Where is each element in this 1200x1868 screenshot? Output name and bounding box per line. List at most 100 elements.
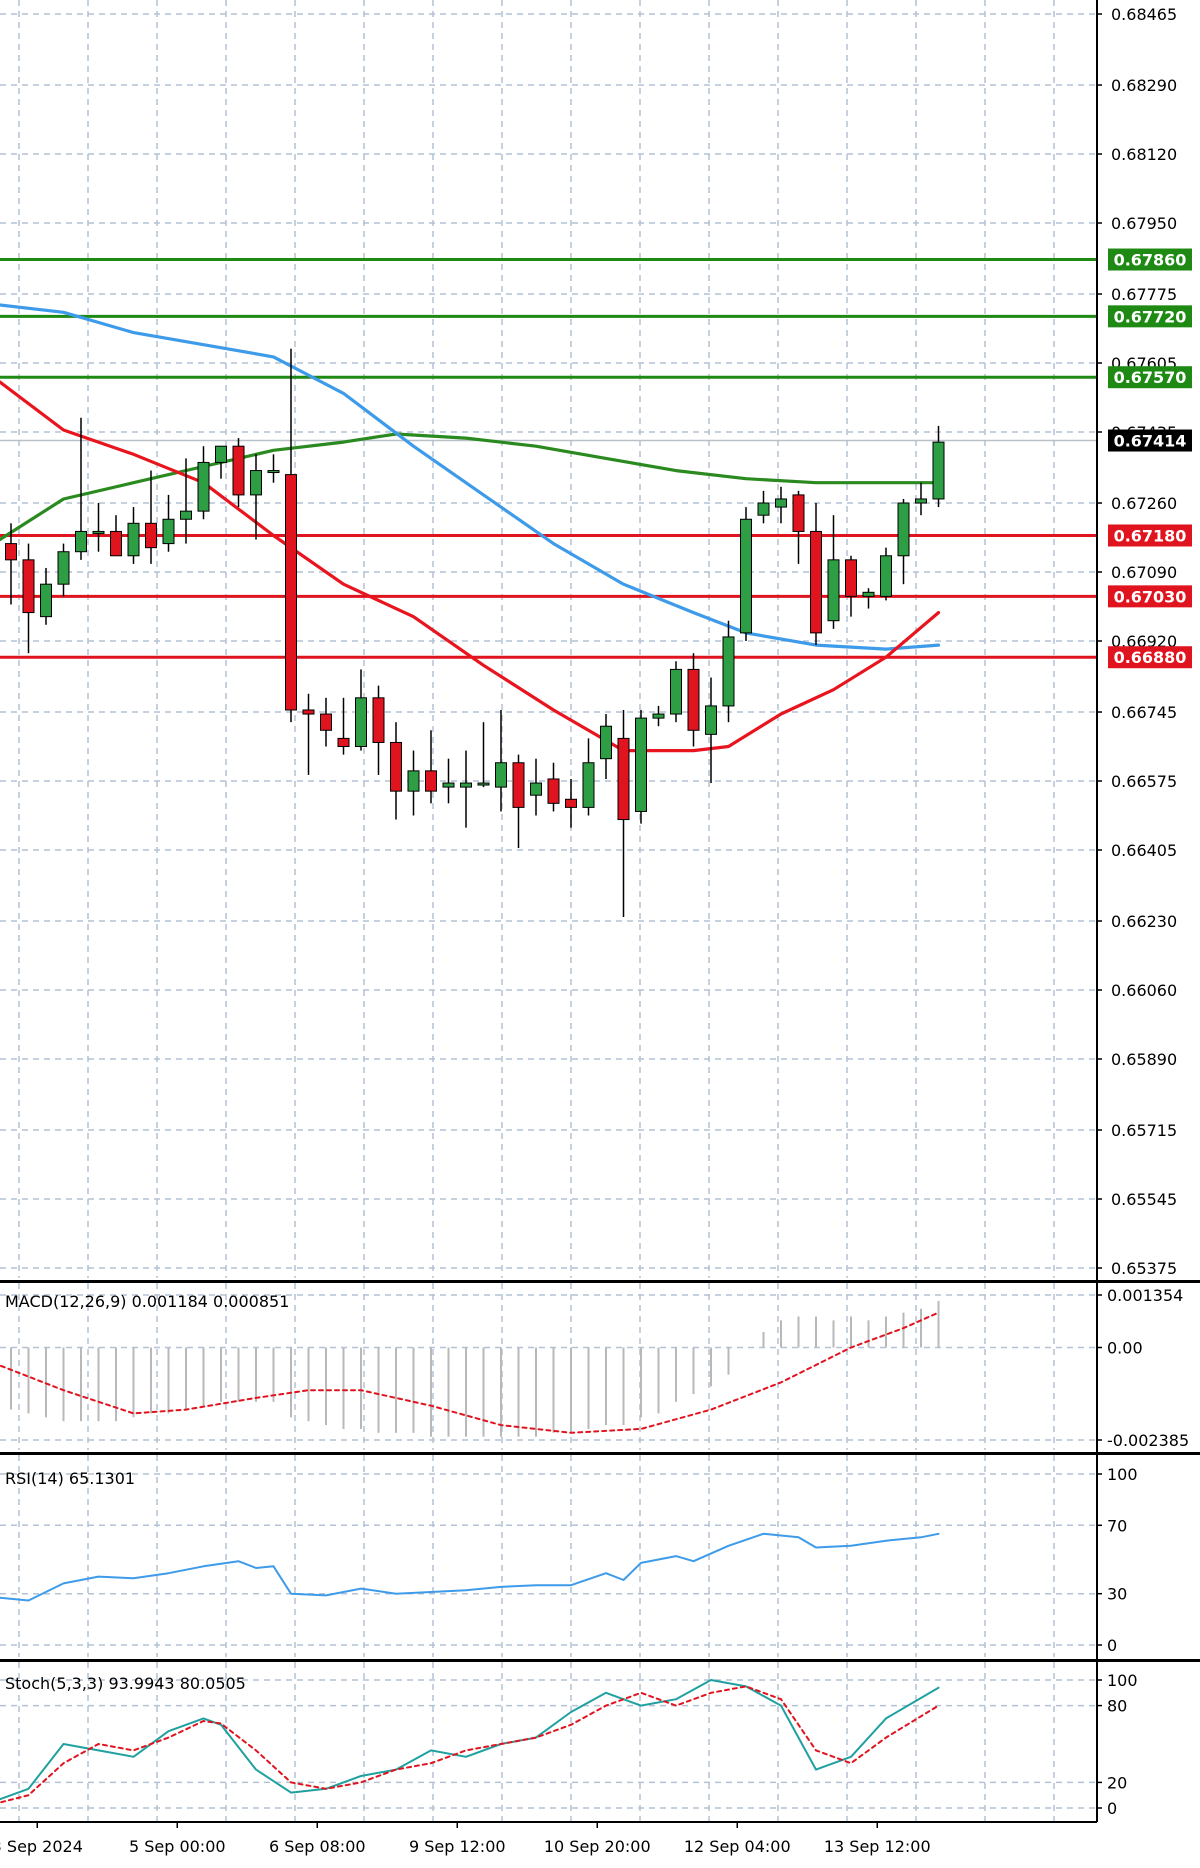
candle-body <box>22 559 35 614</box>
time-axis: 3 Sep 2024 5 Sep 00:00 6 Sep 08:00 9 Sep 12… <box>0 1822 931 1856</box>
candle <box>127 507 140 564</box>
candle-body <box>197 461 210 512</box>
candle-body <box>810 530 822 634</box>
candle <box>705 677 717 784</box>
current-price-label: 0.67414 <box>1114 432 1187 451</box>
candle-body <box>127 522 140 557</box>
level-price-label: 0.67570 <box>1114 368 1187 387</box>
candle <box>600 714 612 779</box>
level-price-tag <box>1108 248 1192 271</box>
indicator-tick-label: 80 <box>1107 1697 1127 1716</box>
candle <box>792 490 805 564</box>
candle-body <box>320 713 332 731</box>
candle <box>617 709 630 917</box>
candle <box>320 697 332 747</box>
price-tick-label: 0.66230 <box>1111 912 1177 931</box>
candle-body <box>250 470 262 496</box>
candle-body <box>477 782 490 786</box>
price-tick-label: 0.65545 <box>1111 1190 1177 1209</box>
candles <box>5 348 945 917</box>
macd-title: MACD(12,26,9) 0.001184 0.000851 <box>5 1292 289 1311</box>
candle-body <box>372 697 385 743</box>
candle-body <box>40 583 52 618</box>
candle <box>57 543 70 597</box>
level-price-tag <box>1108 366 1192 389</box>
candle <box>110 515 122 557</box>
candle-body <box>722 636 735 707</box>
moving-averages <box>0 303 941 753</box>
candle <box>530 758 542 816</box>
candle-body <box>897 502 910 557</box>
candle-body <box>495 762 507 788</box>
candle <box>442 758 455 804</box>
candle <box>932 425 945 508</box>
price-tick-label: 0.67950 <box>1111 214 1177 233</box>
price-tick-label: 0.66745 <box>1111 703 1177 722</box>
candle <box>722 620 735 723</box>
indicator-tick-label: 100 <box>1107 1671 1138 1690</box>
candle <box>355 669 367 751</box>
candle-body <box>232 445 245 496</box>
candle <box>477 722 490 788</box>
candle-body <box>145 522 157 549</box>
candle <box>145 470 157 564</box>
candle <box>337 697 350 755</box>
candle <box>232 438 245 508</box>
candle-body <box>337 737 350 748</box>
candle <box>390 722 402 820</box>
candle-body <box>565 798 577 808</box>
level-price-label: 0.67720 <box>1114 307 1187 326</box>
price-tick-label: 0.68465 <box>1111 5 1177 24</box>
candle <box>302 693 315 775</box>
time-tick-label: 6 Sep 08:00 <box>269 1837 366 1856</box>
candle <box>652 705 665 727</box>
candle <box>372 685 385 775</box>
panel-separator <box>0 1659 1200 1662</box>
price-tick-label: 0.66405 <box>1111 841 1177 860</box>
stoch-d-line <box>0 1685 940 1804</box>
price-tick-label: 0.65715 <box>1111 1121 1177 1140</box>
candle <box>565 778 577 828</box>
price-tick-label: 0.65375 <box>1111 1259 1177 1278</box>
stoch-title: Stoch(5,3,3) 93.9943 80.0505 <box>5 1674 246 1693</box>
indicator-panels <box>0 0 1200 1823</box>
level-labels: 0.67860 0.67720 0.67570 0.67180 0.67030 0.668… <box>1108 248 1192 669</box>
candle <box>915 482 927 516</box>
candle-body <box>670 668 682 715</box>
candle-body <box>5 543 17 561</box>
candle <box>40 567 52 625</box>
candle <box>897 498 910 585</box>
candle <box>407 750 420 816</box>
candle <box>862 588 875 609</box>
candle-body <box>390 741 402 792</box>
rsi-line <box>0 1532 940 1602</box>
time-tick-label: 10 Sep 20:00 <box>544 1837 651 1856</box>
indicator-tick-label: 20 <box>1107 1773 1127 1792</box>
price-tick-label: 0.65890 <box>1111 1050 1177 1069</box>
indicator-tick-label: 100 <box>1107 1465 1138 1484</box>
level-price-tag <box>1108 585 1192 608</box>
indicator-tick-label: 0 <box>1107 1799 1117 1818</box>
indicator-tick-label: 0.001354 <box>1107 1286 1183 1305</box>
candle-body <box>880 555 892 597</box>
level-price-tag <box>1108 305 1192 328</box>
candle <box>162 494 175 552</box>
level-price-label: 0.67860 <box>1114 251 1187 270</box>
candle-body <box>530 782 542 796</box>
candle-body <box>460 782 472 788</box>
indicator-tick-label: -0.002385 <box>1107 1431 1189 1450</box>
candle-body <box>792 494 805 532</box>
panel-separator <box>0 1452 1200 1455</box>
level-price-tag <box>1108 524 1192 547</box>
candle <box>460 750 472 828</box>
ma-long-line <box>0 432 941 542</box>
candle-body <box>110 530 122 557</box>
candle-body <box>582 762 595 808</box>
candle-body <box>302 709 315 715</box>
time-tick-label: 3 Sep 2024 <box>0 1837 83 1856</box>
candle-body <box>705 705 717 735</box>
panel-separator <box>0 1280 1200 1283</box>
price-tick-label: 0.66060 <box>1111 981 1177 1000</box>
candle <box>582 738 595 816</box>
